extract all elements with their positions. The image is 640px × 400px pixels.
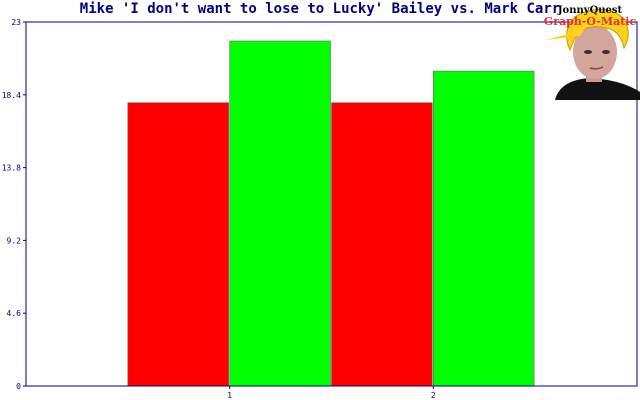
x-tick-label: 2 (431, 391, 436, 400)
cartoon-boy-logo-icon (545, 8, 640, 100)
x-tick-label: 1 (227, 391, 232, 400)
bar-1-series-2 (229, 40, 331, 387)
bars-layer (127, 40, 535, 387)
y-tick-label: 9.2 (7, 236, 22, 245)
bar-2-series-1 (331, 102, 433, 387)
bar-1-series-1 (127, 102, 229, 387)
y-tick-label: 13.8 (2, 164, 21, 173)
logo-text-jonnyquest: JonnyQuest (557, 5, 623, 16)
bar-2-series-2 (432, 70, 535, 387)
graph-o-matic-logo: JonnyQuest Graph-O-Matic (540, 0, 640, 100)
y-tick-label: 18.4 (2, 91, 21, 100)
logo-text-graph-o-matic: Graph-O-Matic (543, 15, 637, 28)
plot-frame (25, 21, 638, 387)
y-tick-label: 23 (11, 18, 21, 27)
y-tick-label: 0 (16, 382, 21, 391)
axes-layer (25, 21, 638, 387)
y-tick-label: 4.6 (7, 309, 22, 318)
ticks-layer: 1 2 0 4.6 9.2 13.8 18.4 23 (2, 18, 436, 400)
chart-title: Mike 'I don't want to lose to Lucky' Bai… (79, 1, 561, 17)
